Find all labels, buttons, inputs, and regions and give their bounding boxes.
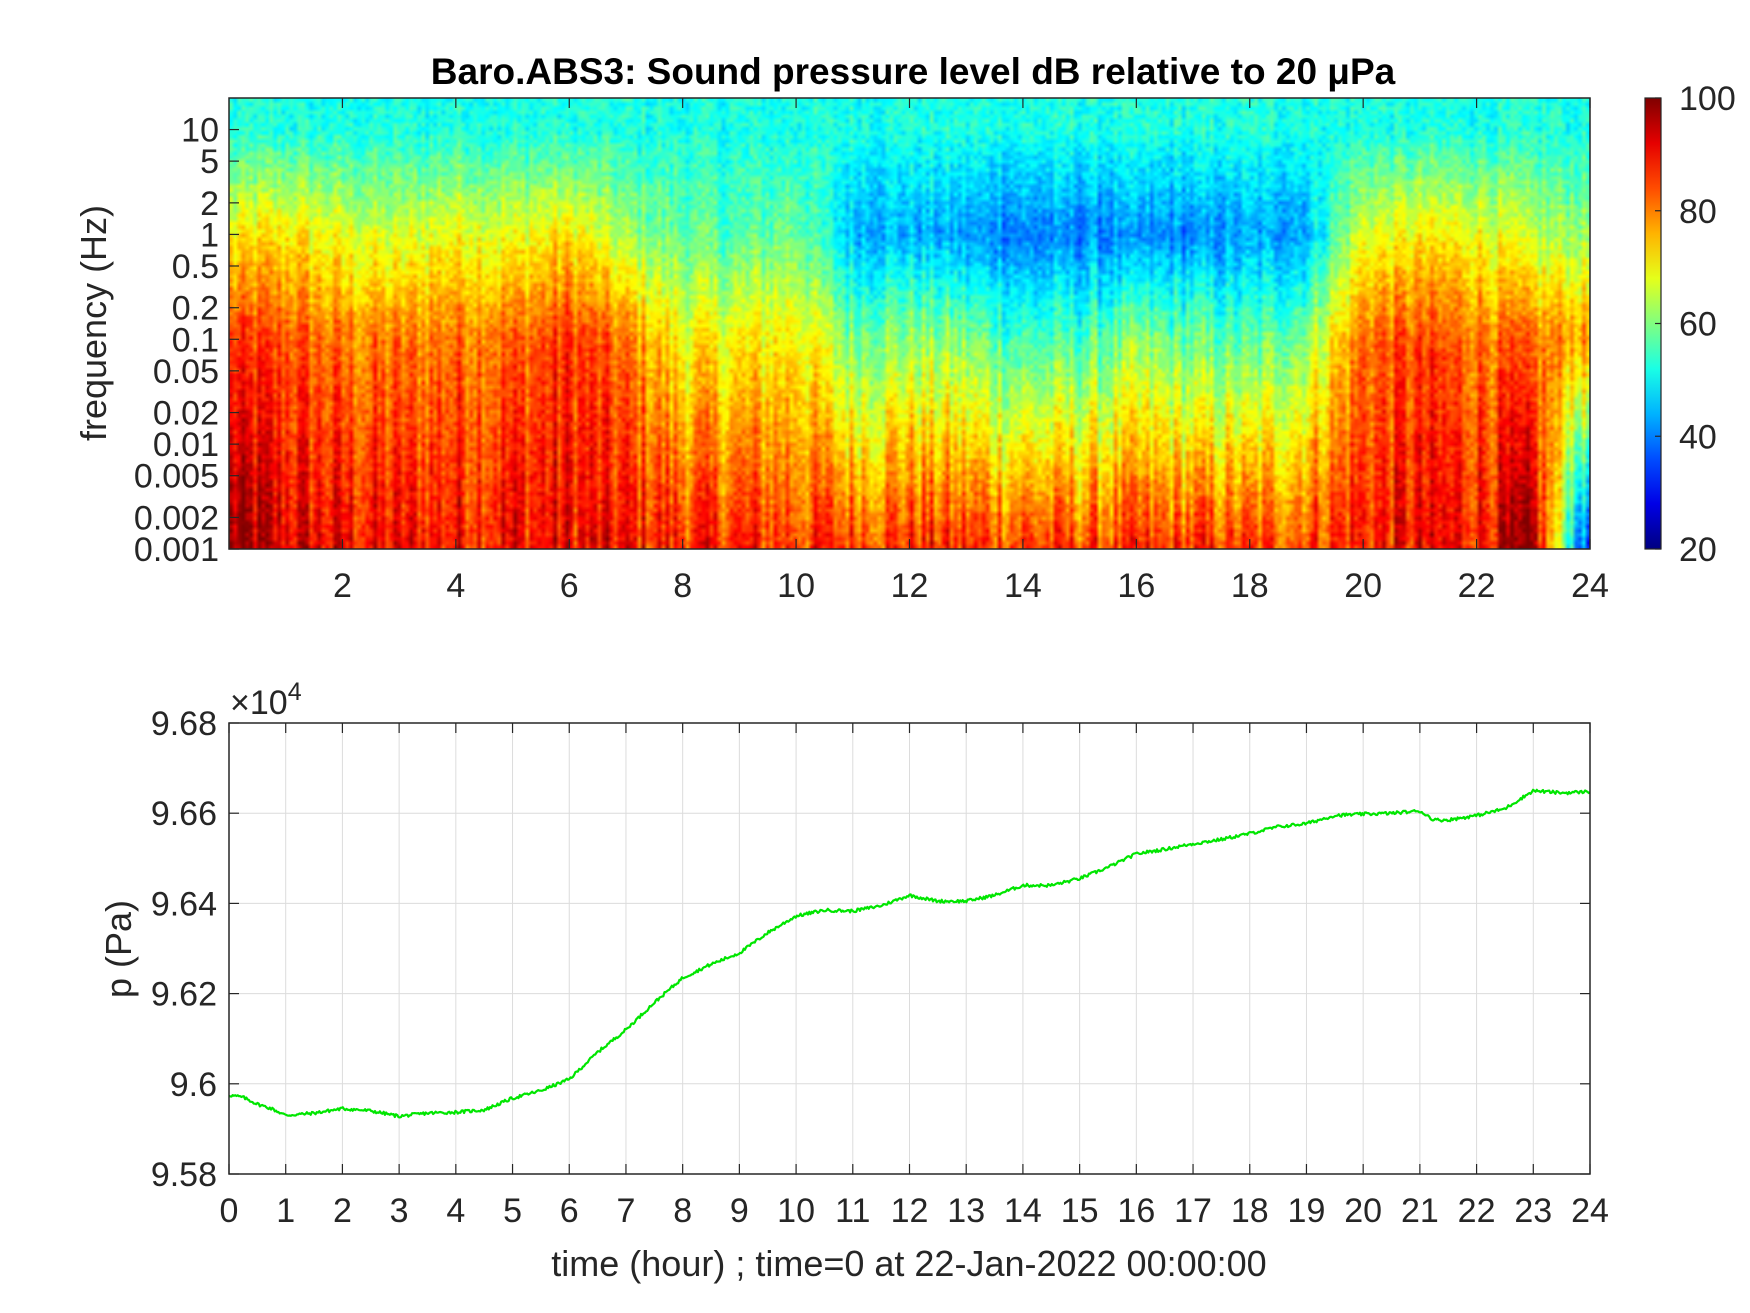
- pressure-y-tick-label: 9.68: [151, 705, 217, 743]
- pressure-x-tick-label: 6: [560, 1192, 579, 1230]
- pressure-x-tick-label: 12: [891, 1192, 929, 1230]
- spectrogram-x-tick-label: 12: [891, 567, 929, 605]
- pressure-x-label: time (hour) ; time=0 at 22-Jan-2022 00:0…: [551, 1243, 1266, 1284]
- pressure-y-ticks: 9.58 9.6 9.62 9.64 9.66 9.68: [151, 705, 1590, 1194]
- colorbar-tick-label: 60: [1679, 306, 1717, 344]
- pressure-x-tick-label: 24: [1571, 1192, 1609, 1230]
- pressure-x-tick-label: 1: [276, 1192, 295, 1230]
- pressure-x-tick-label: 8: [673, 1192, 692, 1230]
- pressure-x-tick-label: 11: [835, 1192, 870, 1230]
- spectrogram-y-tick-label: 0.05: [153, 353, 219, 391]
- spectrogram-title: Baro.ABS3: Sound pressure level dB relat…: [431, 51, 1396, 92]
- pressure-y-exponent-base: ×10: [230, 684, 288, 722]
- spectrogram-x-tick-label: 2: [333, 567, 352, 605]
- pressure-panel: 0 1 2 3 4 5 6 7 8 9 10 11 12 13 14 15 16 17 18 19 20 21 22 23 24…: [98, 678, 1609, 1284]
- spectrogram-y-tick-label: 1: [200, 216, 219, 254]
- spectrogram-y-tick-label: 5: [200, 143, 219, 181]
- spectrogram-heatmap: [229, 98, 1590, 549]
- pressure-series-line: [228, 788, 1591, 1119]
- pressure-x-tick-label: 7: [616, 1192, 635, 1230]
- spectrogram-x-tick-label: 4: [446, 567, 465, 605]
- spectrogram-y-tick-label: 0.01: [153, 426, 219, 464]
- spectrogram-y-tick-label: 0.5: [172, 248, 219, 286]
- colorbar-ticks: 20 40 60 80 100: [1655, 80, 1736, 569]
- colorbar-tick-label: 40: [1679, 418, 1717, 456]
- pressure-x-tick-label: 9: [730, 1192, 749, 1230]
- pressure-y-tick-label: 9.6: [170, 1066, 217, 1104]
- spectrogram-y-tick-label: 0.2: [172, 290, 219, 328]
- pressure-x-tick-label: 10: [777, 1192, 815, 1230]
- pressure-y-tick-label: 9.62: [151, 976, 217, 1014]
- spectrogram-x-tick-label: 6: [560, 567, 579, 605]
- spectrogram-y-tick-label: 0.02: [153, 395, 219, 433]
- spectrogram-x-tick-label: 22: [1458, 567, 1496, 605]
- spectrogram-y-tick-label: 0.005: [134, 458, 219, 496]
- spectrogram-y-tick-label: 10: [181, 112, 219, 150]
- spectrogram-y-tick-label: 0.1: [172, 321, 219, 359]
- colorbar-tick-label: 20: [1679, 531, 1717, 569]
- spectrogram-x-tick-label: 20: [1344, 567, 1382, 605]
- pressure-x-tick-label: 23: [1514, 1192, 1552, 1230]
- pressure-y-exponent-power: 4: [288, 678, 302, 706]
- spectrogram-x-tick-label: 10: [777, 567, 815, 605]
- pressure-x-ticks: 0 1 2 3 4 5 6 7 8 9 10 11 12 13 14 15 16 17 18 19 20 21 22 23 24: [220, 723, 1609, 1230]
- pressure-x-tick-label: 19: [1288, 1192, 1326, 1230]
- pressure-y-exponent: ×104: [230, 678, 302, 722]
- spectrogram-y-tick-label: 2: [200, 185, 219, 223]
- spectrogram-x-tick-label: 18: [1231, 567, 1269, 605]
- pressure-x-tick-label: 16: [1117, 1192, 1155, 1230]
- spectrogram-x-ticks: 2 4 6 8 10 12 14 16 18 20 22 24: [333, 98, 1609, 605]
- pressure-x-tick-label: 15: [1061, 1192, 1099, 1230]
- spectrogram-x-tick-label: 8: [673, 567, 692, 605]
- pressure-y-tick-label: 9.66: [151, 795, 217, 833]
- spectrogram-x-tick-label: 16: [1117, 567, 1155, 605]
- pressure-y-tick-label: 9.64: [151, 885, 217, 923]
- pressure-x-tick-label: 22: [1458, 1192, 1496, 1230]
- spectrogram-panel: Baro.ABS3: Sound pressure level dB relat…: [73, 51, 1609, 605]
- pressure-x-tick-label: 0: [220, 1192, 239, 1230]
- spectrogram-x-tick-label: 24: [1571, 567, 1609, 605]
- pressure-x-tick-label: 3: [390, 1192, 409, 1230]
- pressure-x-tick-label: 13: [947, 1192, 985, 1230]
- pressure-x-tick-label: 20: [1344, 1192, 1382, 1230]
- pressure-x-tick-label: 4: [446, 1192, 465, 1230]
- colorbar-tick-label: 80: [1679, 193, 1717, 231]
- spectrogram-x-tick-label: 14: [1004, 567, 1042, 605]
- pressure-x-tick-label: 17: [1174, 1192, 1212, 1230]
- colorbar: 20 40 60 80 100: [1644, 80, 1736, 569]
- pressure-x-tick-label: 2: [333, 1192, 352, 1230]
- spectrogram-y-label: frequency (Hz): [73, 205, 114, 441]
- spectrogram-y-tick-label: 0.001: [134, 531, 219, 569]
- colorbar-tick-label: 100: [1679, 80, 1736, 118]
- pressure-x-tick-label: 14: [1004, 1192, 1042, 1230]
- pressure-y-label: p (Pa): [98, 900, 139, 998]
- spectrogram-y-tick-label: 0.002: [134, 499, 219, 537]
- pressure-x-tick-label: 21: [1401, 1192, 1439, 1230]
- pressure-y-tick-label: 9.58: [151, 1156, 217, 1194]
- pressure-x-tick-label: 18: [1231, 1192, 1269, 1230]
- pressure-x-tick-label: 5: [503, 1192, 522, 1230]
